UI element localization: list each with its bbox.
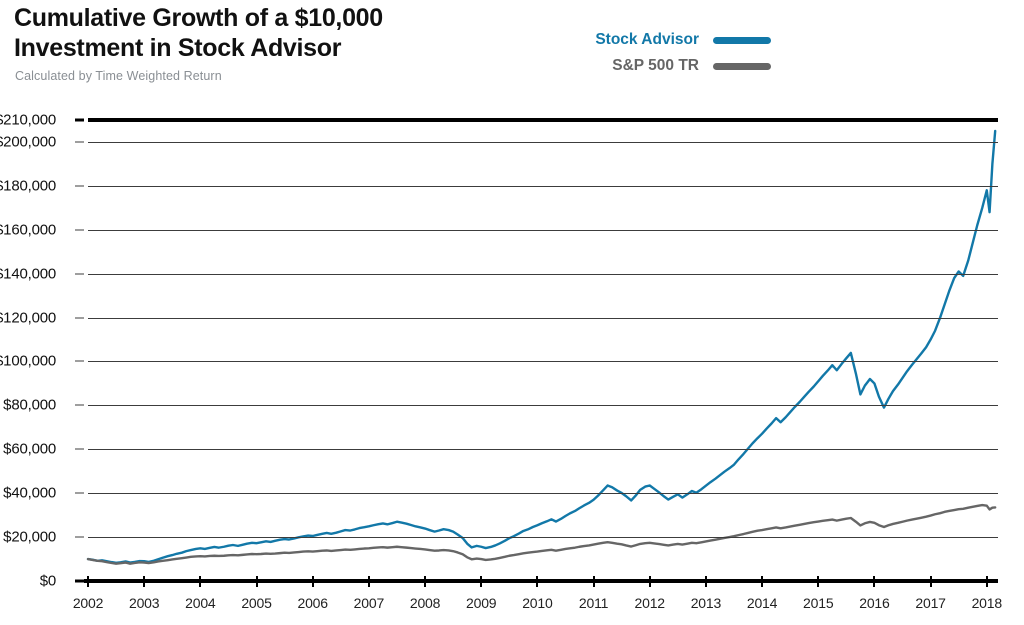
x-axis-tick [929, 576, 932, 587]
axis-top-line [88, 118, 998, 122]
plot-area: $0 $20,000 $40,000 $60,000 $80,000 $100,000 $1… [0, 112, 1002, 612]
x-axis-tick [143, 576, 146, 587]
y-axis-tick [75, 448, 84, 450]
legend-label-sp500: S&P 500 TR [612, 57, 699, 74]
x-axis-tick [985, 576, 988, 587]
y-axis-label: $20,000 [3, 528, 56, 546]
legend-item-stock-advisor: Stock Advisor [556, 27, 771, 53]
gridline [88, 405, 998, 407]
x-axis-label: 2004 [185, 595, 216, 611]
series-lines [86, 129, 997, 565]
gridline [88, 361, 998, 363]
x-axis-label: 2005 [241, 595, 272, 611]
y-axis-tick [75, 185, 84, 187]
x-axis-label: 2010 [522, 595, 553, 611]
y-axis-label: $140,000 [0, 265, 56, 283]
y-axis-tick [75, 118, 84, 122]
x-axis-label: 2012 [634, 595, 666, 611]
x-axis-tick [87, 576, 89, 587]
x-axis-tick [199, 576, 202, 587]
y-axis-tick [75, 492, 84, 494]
x-axis-tick [873, 576, 876, 587]
y-axis-tick [75, 273, 84, 275]
y-axis-label: $120,000 [0, 309, 56, 327]
y-axis-label: $40,000 [3, 484, 56, 502]
y-axis-tick [75, 579, 84, 583]
y-axis-label: $210,000 [0, 111, 56, 129]
y-axis-tick [75, 360, 84, 362]
x-axis-tick [704, 576, 707, 587]
axis-bottom-line [84, 579, 998, 583]
page-title: Cumulative Growth of a $10,000 Investmen… [14, 4, 383, 62]
y-axis-tick [75, 536, 84, 538]
chart-subtitle: Calculated by Time Weighted Return [15, 69, 222, 83]
x-axis-tick [424, 576, 427, 587]
gridline [88, 317, 998, 319]
gridline [88, 141, 998, 143]
y-axis-label: $60,000 [3, 440, 56, 458]
x-axis-tick [367, 576, 370, 587]
chart-legend: Stock Advisor S&P 500 TR [556, 27, 771, 79]
x-axis-label: 2018 [971, 595, 1003, 611]
x-axis-label: 2008 [409, 595, 441, 611]
y-axis-tick [75, 229, 84, 231]
chart-header: Cumulative Growth of a $10,000 Investmen… [14, 4, 514, 83]
y-axis-label: $160,000 [0, 221, 56, 239]
x-axis-label: 2007 [353, 595, 385, 611]
x-axis-label: 2017 [915, 595, 946, 611]
x-axis-label: 2003 [128, 595, 160, 611]
x-axis-label: 2002 [72, 595, 104, 611]
series-line [86, 129, 997, 564]
gridline [88, 185, 998, 187]
y-axis-label: $0 [39, 572, 57, 590]
series-line [86, 503, 997, 565]
gridline [88, 537, 998, 539]
x-axis-tick [311, 576, 314, 587]
gridline [88, 229, 998, 231]
y-axis-label: $180,000 [0, 177, 56, 195]
y-axis-label: $100,000 [0, 352, 56, 370]
x-axis-tick [648, 576, 651, 587]
x-axis-tick [255, 576, 258, 587]
y-axis-label: $80,000 [3, 396, 56, 414]
x-axis-label: 2014 [746, 595, 778, 611]
x-axis-label: 2013 [690, 595, 722, 611]
x-axis-tick [592, 576, 595, 587]
gridline [88, 449, 998, 451]
x-axis-tick [761, 576, 764, 587]
legend-swatch-sp500 [713, 62, 771, 70]
x-axis-label: 2015 [803, 595, 834, 611]
gridline [88, 493, 998, 495]
y-axis-tick [75, 141, 84, 143]
y-axis-tick [75, 317, 84, 319]
x-axis-label: 2011 [578, 595, 609, 611]
x-axis-tick [480, 576, 483, 587]
x-axis-label: 2006 [297, 595, 329, 611]
legend-item-sp500: S&P 500 TR [556, 53, 771, 79]
gridline [88, 273, 998, 275]
x-axis-tick [817, 576, 820, 587]
legend-swatch-stock-advisor [713, 36, 771, 44]
y-axis-tick [75, 404, 84, 406]
x-axis-label: 2016 [859, 595, 890, 611]
y-axis-label: $200,000 [0, 133, 56, 151]
x-axis-label: 2009 [466, 595, 497, 611]
x-axis-tick [536, 576, 539, 587]
legend-label-stock-advisor: Stock Advisor [595, 31, 699, 48]
